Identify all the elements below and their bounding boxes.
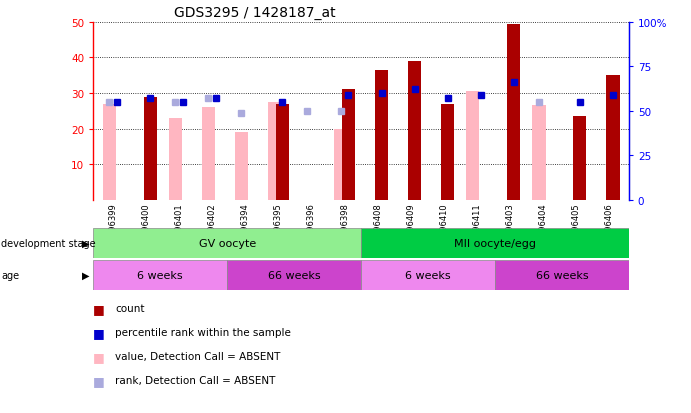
Bar: [334, 129, 347, 200]
Bar: [342, 90, 355, 200]
Text: ▶: ▶: [82, 238, 89, 248]
Bar: [276, 104, 289, 200]
Text: ■: ■: [93, 350, 105, 363]
Text: GDS3295 / 1428187_at: GDS3295 / 1428187_at: [173, 6, 335, 20]
Text: ■: ■: [93, 374, 105, 387]
Bar: [268, 102, 281, 200]
Bar: [235, 133, 248, 200]
Text: age: age: [1, 270, 19, 280]
Bar: [169, 119, 182, 200]
Text: percentile rank within the sample: percentile rank within the sample: [115, 328, 292, 337]
Text: rank, Detection Call = ABSENT: rank, Detection Call = ABSENT: [115, 375, 276, 385]
Bar: [93, 260, 227, 290]
Text: ■: ■: [93, 302, 105, 315]
Bar: [441, 104, 454, 200]
Bar: [466, 92, 480, 200]
Bar: [227, 260, 361, 290]
Bar: [361, 228, 629, 258]
Bar: [144, 97, 157, 200]
Text: ■: ■: [93, 326, 105, 339]
Bar: [102, 104, 116, 200]
Text: ▶: ▶: [82, 270, 89, 280]
Text: MII oocyte/egg: MII oocyte/egg: [454, 238, 536, 248]
Bar: [93, 228, 361, 258]
Text: GV oocyte: GV oocyte: [198, 238, 256, 248]
Bar: [361, 260, 495, 290]
Bar: [507, 24, 520, 200]
Text: value, Detection Call = ABSENT: value, Detection Call = ABSENT: [115, 351, 281, 361]
Text: 6 weeks: 6 weeks: [138, 270, 183, 280]
Text: development stage: development stage: [1, 238, 96, 248]
Bar: [532, 106, 545, 200]
Text: 66 weeks: 66 weeks: [536, 270, 588, 280]
Text: 6 weeks: 6 weeks: [405, 270, 451, 280]
Text: count: count: [115, 304, 145, 313]
Text: 66 weeks: 66 weeks: [268, 270, 321, 280]
Bar: [202, 108, 215, 200]
Bar: [495, 260, 629, 290]
Bar: [408, 62, 422, 200]
Bar: [606, 76, 620, 200]
Bar: [574, 117, 587, 200]
Bar: [375, 71, 388, 200]
